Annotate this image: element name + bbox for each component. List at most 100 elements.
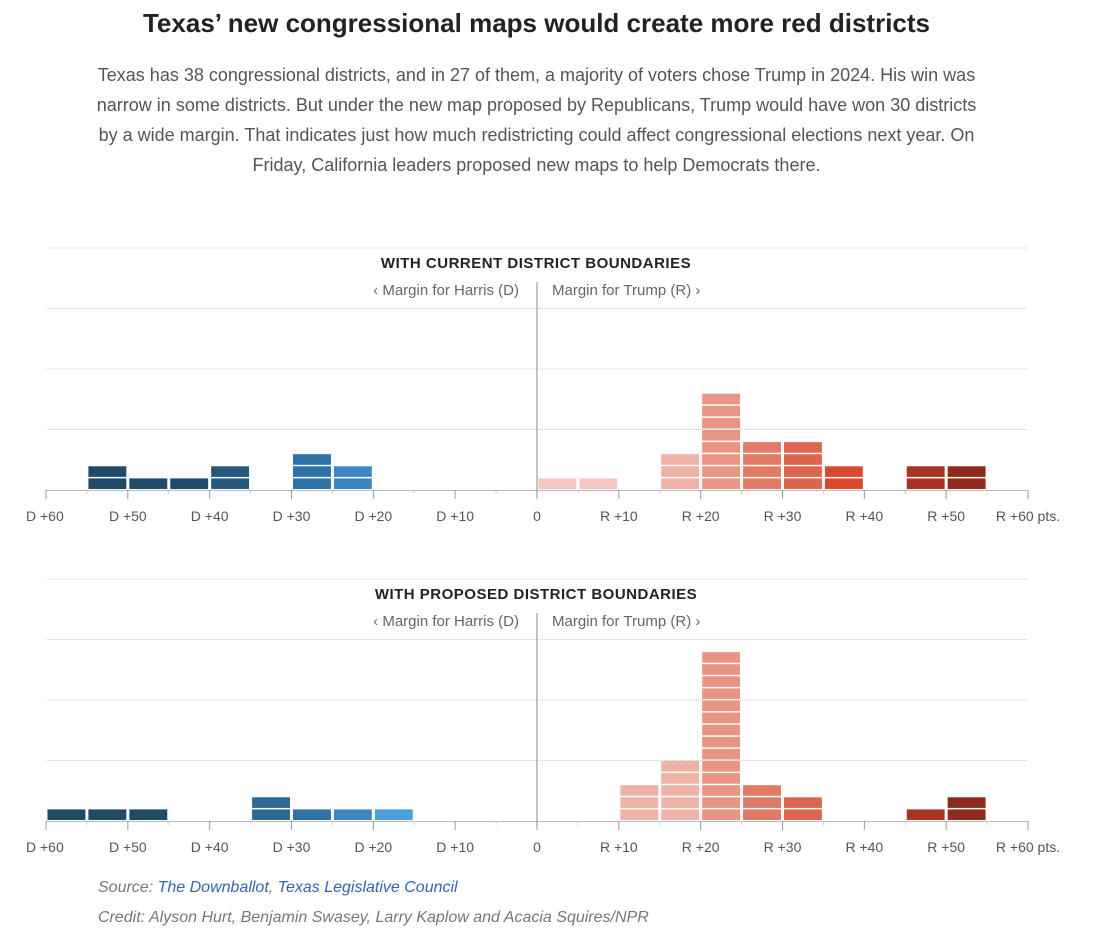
proposed-boundaries-chart: WITH PROPOSED DISTRICT BOUNDARIES ‹ Margi… <box>26 578 1060 855</box>
x-tick-label: D +40 <box>191 839 229 855</box>
x-tick-label: D +20 <box>354 839 392 855</box>
district-block <box>947 478 986 489</box>
x-tick-label: R +40 <box>845 839 883 855</box>
district-block <box>661 773 700 784</box>
source-prefix: Source: <box>98 879 158 896</box>
district-block <box>620 809 659 820</box>
district-block <box>293 454 331 465</box>
district-block <box>661 466 700 477</box>
district-block <box>824 466 863 477</box>
x-tick-label: D +10 <box>436 508 474 524</box>
district-block <box>702 466 741 477</box>
x-tick-label: D +60 <box>26 508 64 524</box>
district-block <box>620 785 659 796</box>
district-block <box>702 664 741 675</box>
district-block <box>784 478 822 489</box>
district-block <box>784 442 822 453</box>
x-tick-label: R +30 <box>764 508 802 524</box>
district-block <box>170 478 209 489</box>
source-line: Source: The Downballot, Texas Legislativ… <box>98 879 458 897</box>
district-block <box>620 797 659 808</box>
district-block <box>784 797 822 808</box>
district-block <box>906 809 945 820</box>
district-block <box>906 466 945 477</box>
district-block <box>374 809 413 820</box>
district-block <box>293 478 331 489</box>
current-boundaries-chart: WITH CURRENT DISTRICT BOUNDARIES ‹ Margin… <box>26 247 1060 524</box>
district-block <box>661 785 700 796</box>
district-block <box>88 466 127 477</box>
x-tick-label: R +50 <box>927 839 965 855</box>
district-block <box>702 700 741 712</box>
x-tick-label: D +10 <box>436 839 474 855</box>
district-block <box>743 809 781 820</box>
district-block <box>743 478 781 489</box>
source-link-downballot[interactable]: The Downballot <box>157 879 269 896</box>
district-block <box>702 688 741 699</box>
district-block <box>702 712 741 724</box>
district-block <box>538 478 577 489</box>
district-block <box>743 785 781 796</box>
district-block <box>88 809 127 820</box>
x-tick-label: R +30 <box>764 839 802 855</box>
district-block <box>211 466 250 477</box>
district-block <box>129 809 168 820</box>
x-tick-label: D +20 <box>354 508 392 524</box>
x-tick-label: D +50 <box>109 839 147 855</box>
x-tick-label: R +60 pts. <box>996 508 1060 524</box>
district-block <box>702 478 741 489</box>
district-block <box>702 809 741 820</box>
x-tick-label: D +60 <box>26 839 64 855</box>
district-block <box>743 466 781 477</box>
district-block <box>947 809 986 820</box>
panel-title: WITH PROPOSED DISTRICT BOUNDARIES <box>375 586 697 603</box>
x-tick-label: R +20 <box>682 508 720 524</box>
district-block <box>702 393 741 405</box>
district-block <box>661 809 700 820</box>
x-tick-label: D +40 <box>191 508 229 524</box>
district-block <box>702 797 741 808</box>
district-block <box>579 478 618 489</box>
district-block <box>211 478 250 489</box>
harris-margin-label: ‹ Margin for Harris (D) <box>373 613 519 630</box>
district-block <box>784 454 822 465</box>
district-block <box>293 466 331 477</box>
district-block <box>702 773 741 784</box>
district-block <box>661 478 700 489</box>
district-block <box>252 797 290 808</box>
source-separator: , <box>268 879 278 896</box>
district-block <box>661 797 700 808</box>
district-block <box>702 785 741 796</box>
x-tick-label: D +30 <box>273 839 311 855</box>
district-block <box>824 478 863 489</box>
district-block <box>702 454 741 465</box>
district-block <box>784 466 822 477</box>
district-block <box>333 466 372 477</box>
district-block <box>906 478 945 489</box>
district-block <box>129 478 168 489</box>
x-tick-label: R +10 <box>600 839 638 855</box>
district-block <box>743 797 781 808</box>
district-block <box>947 797 986 808</box>
district-block <box>333 809 372 820</box>
x-tick-label: R +10 <box>600 508 638 524</box>
x-tick-label: R +50 <box>927 508 965 524</box>
harris-margin-label: ‹ Margin for Harris (D) <box>373 282 519 299</box>
source-link-texas-legislative-council[interactable]: Texas Legislative Council <box>277 879 458 896</box>
district-block <box>702 761 741 772</box>
x-tick-label: R +40 <box>845 508 883 524</box>
district-block <box>702 724 741 736</box>
district-block <box>702 652 741 663</box>
x-tick-label: R +20 <box>682 839 720 855</box>
district-block <box>661 454 700 465</box>
credit-line: Credit: Alyson Hurt, Benjamin Swasey, La… <box>98 909 649 926</box>
chart-subtitle: Texas has 38 congressional districts, an… <box>96 65 977 175</box>
district-block <box>702 417 741 429</box>
x-tick-label: R +60 pts. <box>996 839 1060 855</box>
district-block <box>947 466 986 477</box>
district-block <box>743 442 781 453</box>
district-block <box>88 478 127 489</box>
district-block <box>47 809 86 820</box>
district-block <box>702 748 741 760</box>
district-block <box>293 809 331 820</box>
